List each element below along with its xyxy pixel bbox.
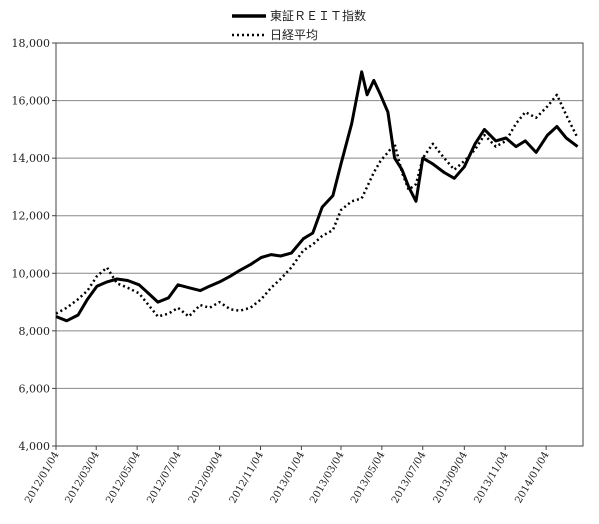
x-tick-label: 2012/05/04 (104, 450, 142, 505)
y-tick-label: 16,000 (12, 95, 51, 108)
x-tick-label: 2013/01/04 (269, 450, 307, 505)
legend-label-nikkei: 日経平均 (270, 28, 318, 42)
y-axis: 4,000 6,000 8,000 10,000 12,000 14,000 16,000 1… (12, 37, 56, 453)
series-lines (55, 70, 579, 323)
x-tick-label: 2012/01/04 (23, 450, 61, 505)
x-tick-label: 2012/03/04 (63, 450, 101, 505)
y-tick-label: 12,000 (12, 210, 51, 223)
x-tick-label: 2012/11/04 (228, 450, 266, 505)
x-tick-label: 2013/11/04 (472, 450, 510, 505)
plot-frame (55, 42, 584, 447)
y-tick-label: 10,000 (12, 267, 51, 280)
y-tick-label: 4,000 (19, 440, 51, 453)
y-tick-label: 6,000 (19, 382, 51, 395)
x-tick-label: 2013/03/04 (308, 450, 346, 505)
x-tick-label: 2012/07/04 (145, 450, 183, 505)
x-tick-label: 2013/09/04 (432, 450, 470, 505)
x-tick-label: 2014/01/04 (513, 450, 551, 505)
legend-label-reit: 東証ＲＥＩＴ指数 (270, 8, 366, 23)
gridlines (56, 42, 583, 447)
series-line-nikkei (55, 93, 579, 318)
x-tick-label: 2013/05/04 (349, 450, 387, 505)
x-tick-label: 2012/09/04 (187, 450, 225, 505)
x-tick-label: 2013/07/04 (390, 450, 428, 505)
legend: 東証ＲＥＩＴ指数 日経平均 (232, 8, 366, 42)
y-tick-label: 18,000 (12, 37, 51, 50)
y-tick-label: 8,000 (19, 325, 51, 338)
y-tick-label: 14,000 (12, 152, 51, 165)
series-line-reit (55, 70, 579, 323)
x-axis: 2012/01/04 2012/03/04 2012/05/04 2012/07/04… (23, 446, 552, 505)
